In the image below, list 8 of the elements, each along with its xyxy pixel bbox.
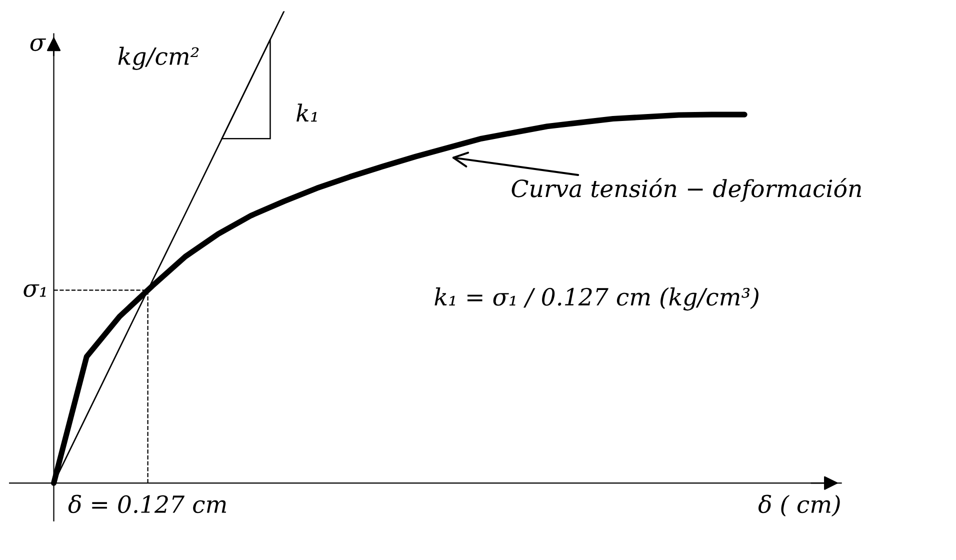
annotation: k₁ = σ₁ / 0.127 cm (kg/cm³) [434, 287, 758, 311]
y-axis-title: σ [30, 38, 46, 52]
annotation: kg/cm² [118, 46, 199, 70]
x-axis-title: δ ( cm) [758, 494, 840, 516]
text: δ = 0.127 cm [68, 494, 226, 514]
annotation: σ₁ [24, 284, 46, 297]
annotation: Curva tensión − deformación [512, 178, 862, 202]
annotation: k₁ [296, 104, 317, 122]
